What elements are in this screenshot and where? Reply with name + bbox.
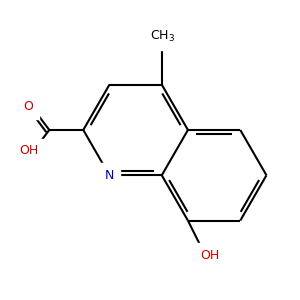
Text: O: O xyxy=(24,100,34,113)
Text: OH: OH xyxy=(19,144,38,158)
Text: CH$_3$: CH$_3$ xyxy=(150,29,176,44)
Text: OH: OH xyxy=(200,249,219,262)
Text: N: N xyxy=(105,169,114,182)
